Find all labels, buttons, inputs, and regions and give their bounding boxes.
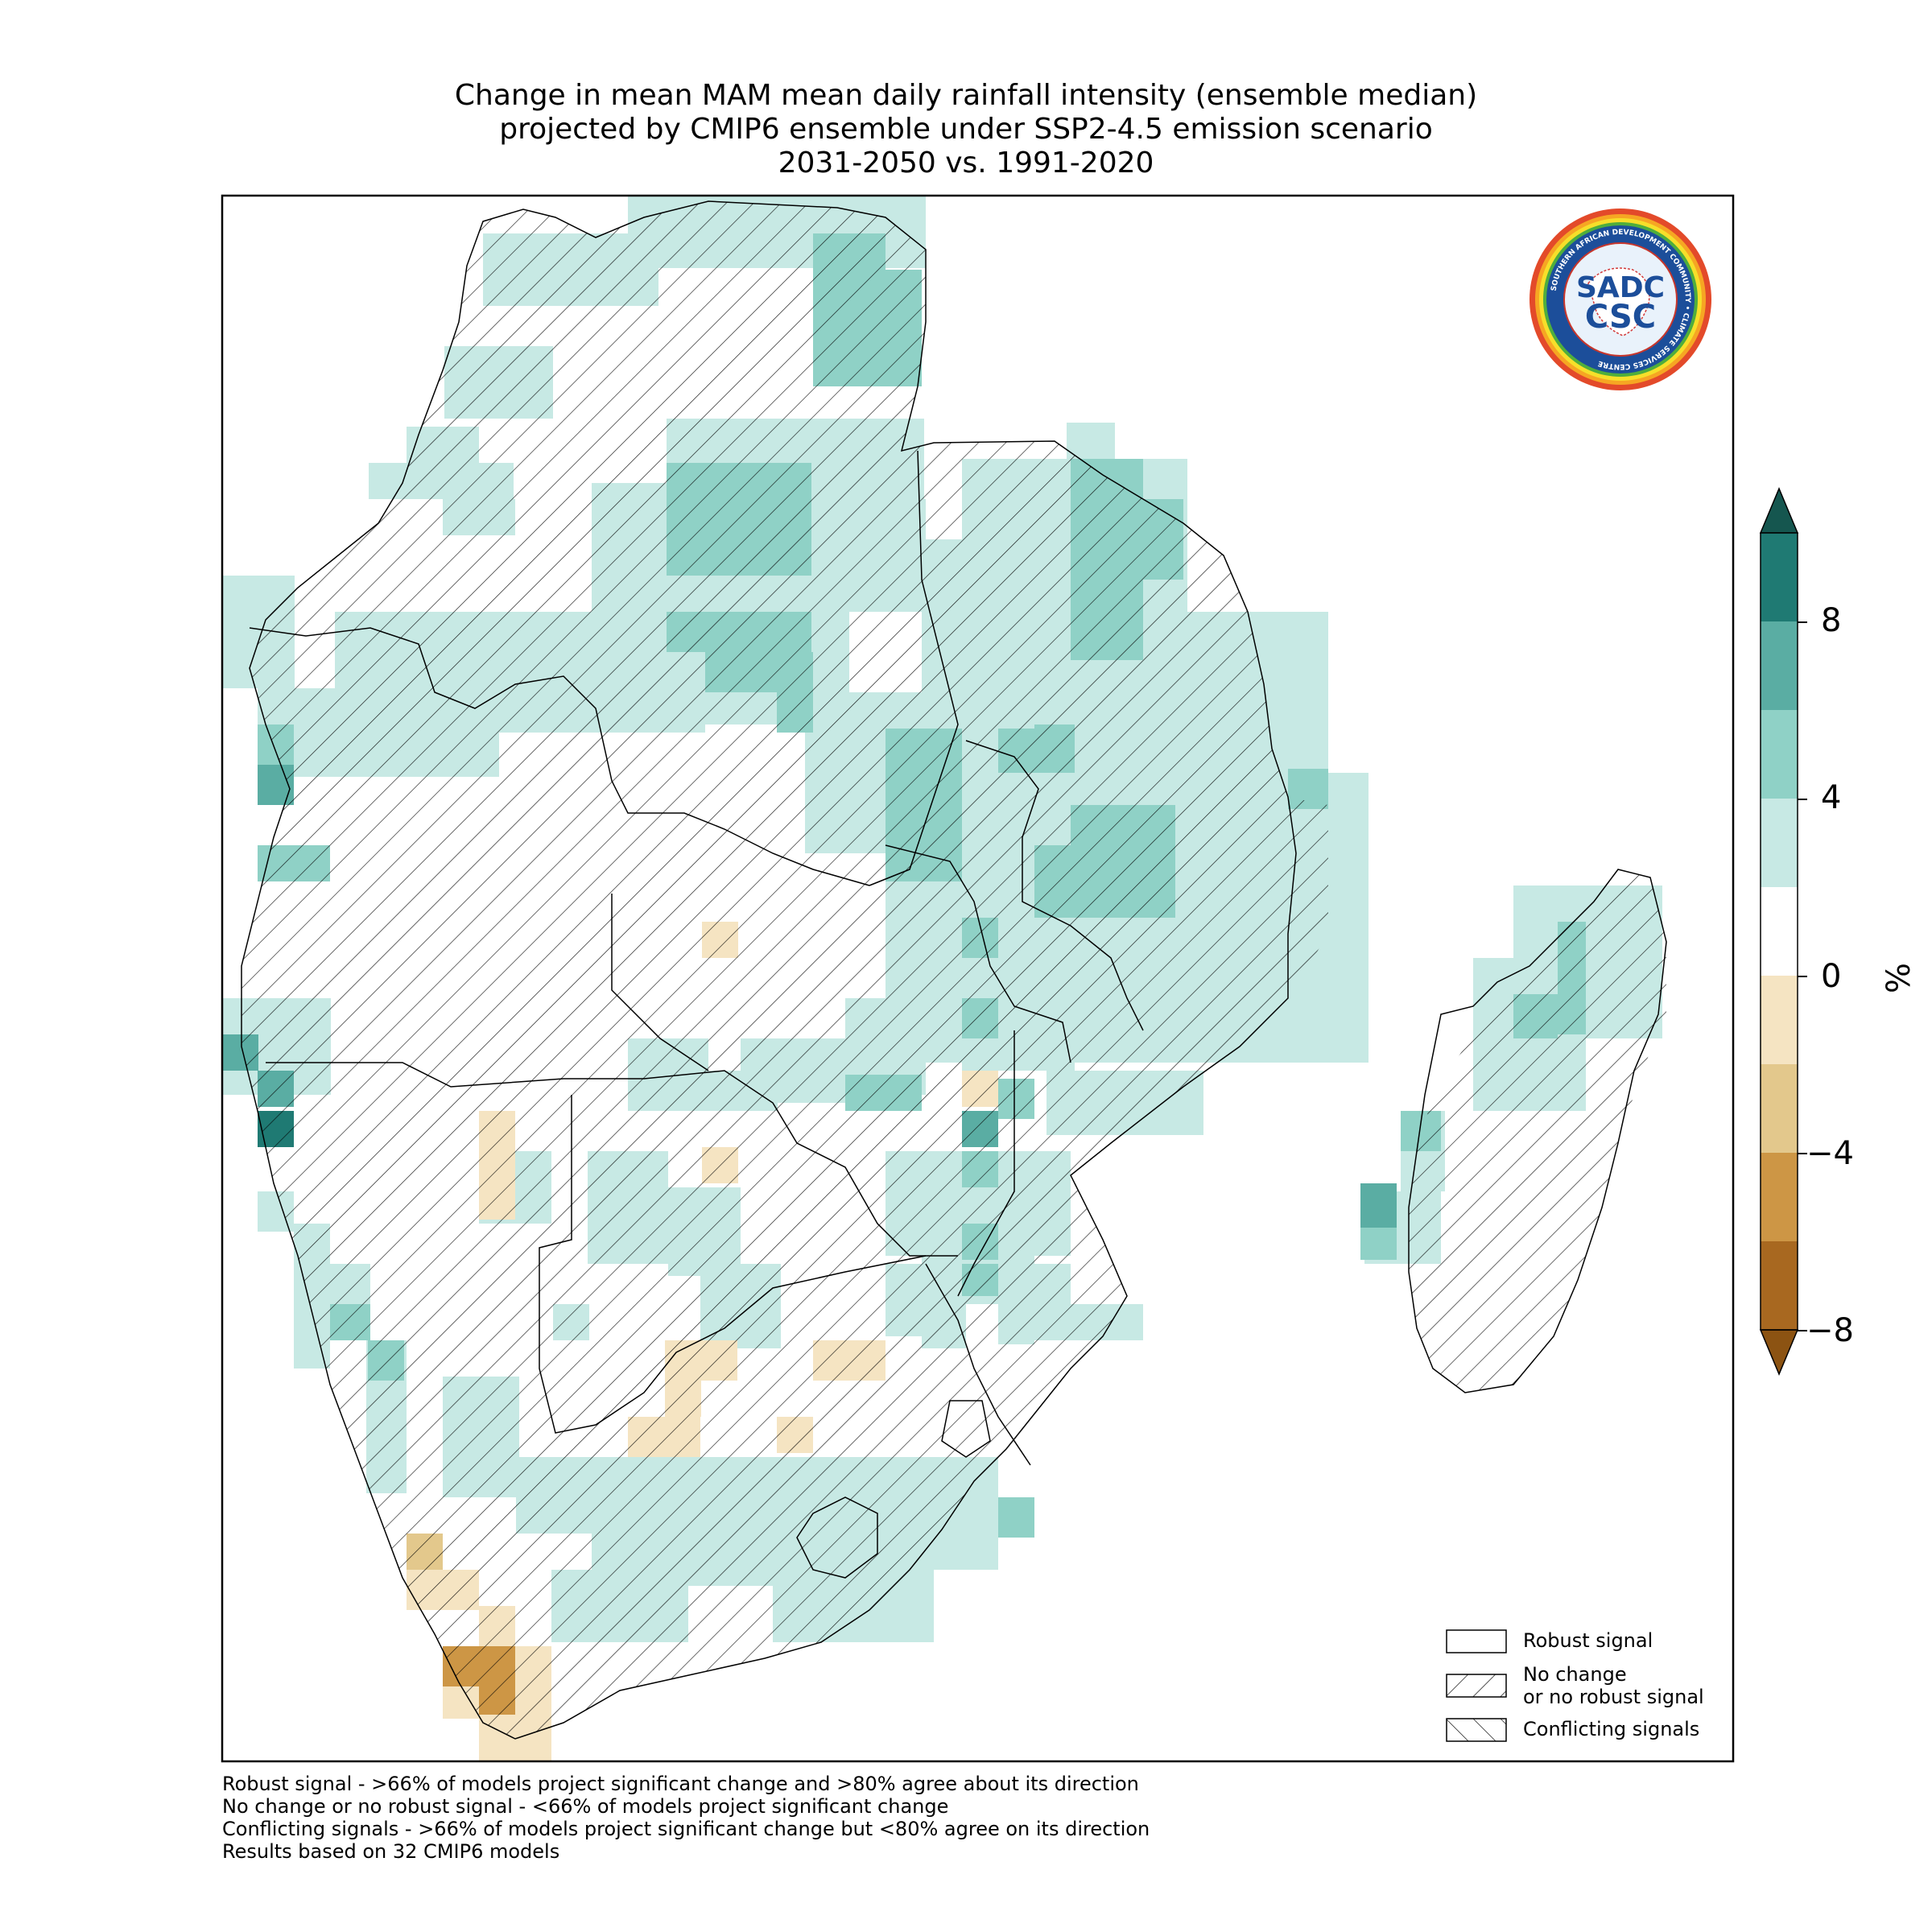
colorbar [1759, 487, 1807, 1376]
colorbar-segment [1761, 533, 1798, 621]
colorbar-unit: % [1880, 962, 1918, 994]
legend-robust-label: Robust signal [1523, 1629, 1653, 1652]
colorbar-extend-max [1759, 487, 1799, 534]
legend-robust-swatch [1446, 1629, 1507, 1653]
logo-sadc-text: SADC [1576, 271, 1665, 304]
country-borders [241, 200, 1667, 1740]
colorbar-tick-minus-8: −8 [1806, 1312, 1854, 1349]
colorbar-extend-min [1759, 1329, 1799, 1376]
sadc-csc-logo: SADC CSC SOUTHERN AFRICAN DEVELOPMENT CO… [1528, 207, 1713, 392]
raster-layer [222, 196, 1667, 1761]
no-change-hatching [242, 201, 1328, 1739]
footnote-no-change: No change or no robust signal - <66% of … [222, 1795, 949, 1818]
legend-conflicting-swatch [1446, 1718, 1507, 1742]
legend-no-change-swatch [1446, 1674, 1507, 1698]
map-title-line-3: 2031-2050 vs. 1991-2020 [778, 147, 1154, 180]
colorbar-segment [1761, 799, 1798, 887]
colorbar-segment [1761, 621, 1798, 710]
footnote-conflicting: Conflicting signals - >66% of models pro… [222, 1818, 1150, 1840]
colorbar-segment [1761, 710, 1798, 799]
colorbar-segment [1761, 1153, 1798, 1241]
colorbar-segment [1761, 976, 1798, 1064]
colorbar-tick-4: 4 [1821, 779, 1842, 816]
logo-csc-text: CSC [1585, 299, 1656, 336]
colorbar-frame [1760, 532, 1798, 1331]
colorbar-segment [1761, 887, 1798, 976]
colorbar-segment [1761, 1241, 1798, 1330]
colorbar-segment [1761, 1064, 1798, 1153]
footnote-robust: Robust signal - >66% of models project s… [222, 1773, 1139, 1795]
colorbar-tick-8: 8 [1821, 602, 1842, 639]
colorbar-tick-minus-4: −4 [1806, 1135, 1854, 1172]
map-title-line-1: Change in mean MAM mean daily rainfall i… [454, 79, 1478, 112]
colorbar-tick-0: 0 [1821, 958, 1842, 995]
plot-frame [221, 194, 1735, 1763]
legend-conflicting-label: Conflicting signals [1523, 1718, 1700, 1740]
madagascar-hatching [1409, 869, 1666, 1393]
footnote-model-count: Results based on 32 CMIP6 models [222, 1840, 560, 1863]
legend-no-change-label-2: or no robust signal [1523, 1686, 1704, 1708]
legend-no-change-label-1: No change [1523, 1663, 1627, 1686]
map-title-line-2: projected by CMIP6 ensemble under SSP2-4… [499, 113, 1433, 146]
